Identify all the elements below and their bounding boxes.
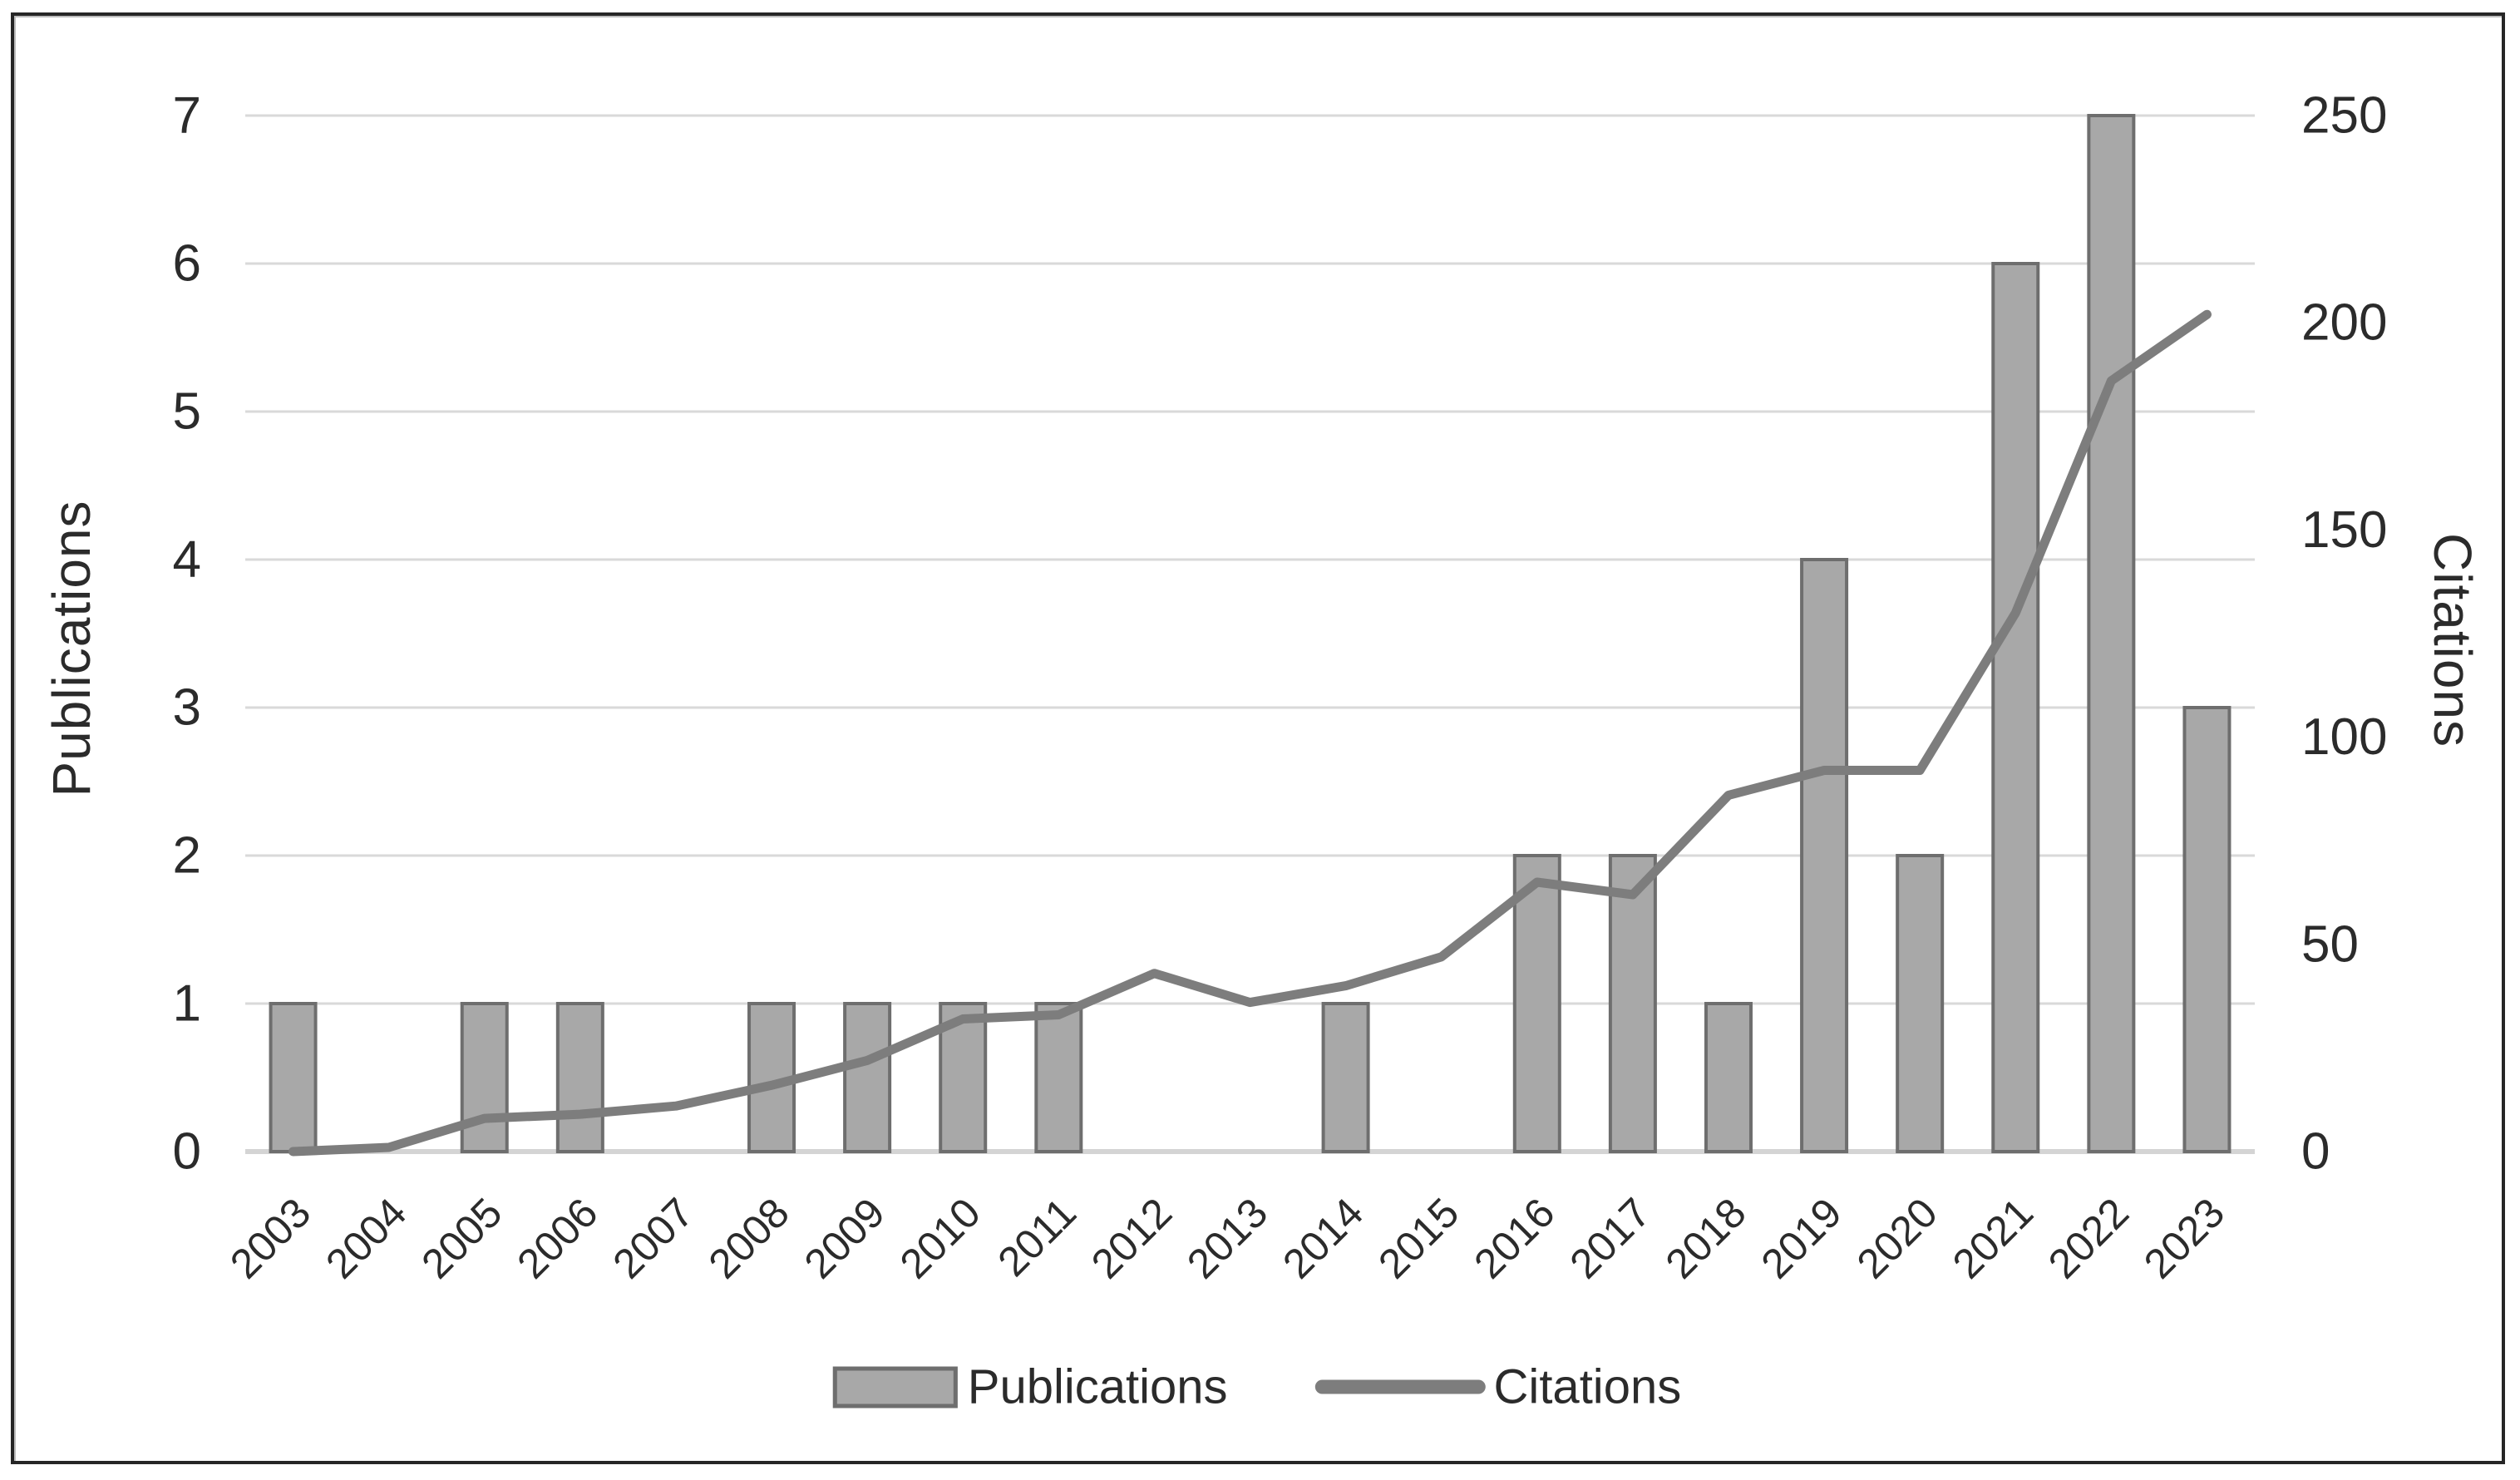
left-axis-title: Publications (42, 500, 101, 797)
bar-2009 (843, 1002, 892, 1153)
y-right-tick-label: 100 (2301, 708, 2387, 766)
y-left-tick-label: 6 (173, 235, 201, 293)
bar-2018 (1704, 1002, 1753, 1153)
right-axis-title: Citations (2423, 533, 2483, 747)
x-tick-label: 2005 (412, 1189, 510, 1287)
y-left-tick-label: 4 (173, 531, 201, 589)
x-tick-label: 2018 (1657, 1189, 1755, 1287)
x-tick-label: 2008 (700, 1189, 798, 1287)
figure-border-frame (11, 12, 2505, 1464)
legend-line-swatch-icon (1314, 1379, 1486, 1394)
bar-2022 (2087, 114, 2136, 1153)
x-tick-label: 2012 (1082, 1189, 1181, 1287)
x-tick-label: 2003 (221, 1189, 319, 1287)
legend-label-citations: Citations (1493, 1359, 1682, 1414)
legend-label-publications: Publications (967, 1359, 1228, 1414)
y-left-tick-label: 0 (173, 1123, 201, 1181)
bar-2017 (1608, 854, 1657, 1153)
y-left-tick-label: 3 (173, 679, 201, 737)
x-tick-label: 2020 (1848, 1189, 1946, 1287)
x-tick-label: 2017 (1561, 1189, 1659, 1287)
x-tick-label: 2004 (317, 1189, 415, 1287)
x-tick-label: 2006 (508, 1189, 606, 1287)
y-right-tick-label: 200 (2301, 294, 2387, 352)
x-tick-label: 2023 (2135, 1189, 2233, 1287)
bar-2005 (460, 1002, 509, 1153)
x-tick-label: 2010 (891, 1189, 989, 1287)
x-tick-label: 2019 (1753, 1189, 1851, 1287)
y-left-tick-label: 1 (173, 975, 201, 1033)
x-tick-label: 2009 (796, 1189, 894, 1287)
y-right-tick-label: 150 (2301, 501, 2387, 559)
legend-bar-swatch-icon (832, 1366, 958, 1408)
y-left-tick-label: 7 (173, 87, 201, 145)
bar-2023 (2182, 706, 2232, 1153)
x-tick-label: 2016 (1465, 1189, 1563, 1287)
bar-2006 (555, 1002, 604, 1153)
bar-2021 (1991, 262, 2040, 1153)
bar-2020 (1896, 854, 1945, 1153)
x-tick-label: 2022 (2039, 1189, 2138, 1287)
x-tick-label: 2013 (1178, 1189, 1276, 1287)
y-right-tick-label: 50 (2301, 915, 2359, 973)
bar-2003 (269, 1002, 318, 1153)
bar-2016 (1512, 854, 1561, 1153)
y-right-tick-label: 250 (2301, 87, 2387, 145)
legend: Publications Citations (832, 1359, 1682, 1415)
x-tick-label: 2007 (604, 1189, 702, 1287)
y-left-tick-label: 5 (173, 383, 201, 441)
x-tick-label: 2021 (1944, 1189, 2042, 1287)
y-right-tick-label: 0 (2301, 1123, 2330, 1181)
bar-2014 (1321, 1002, 1370, 1153)
x-tick-label: 2011 (989, 1189, 1085, 1285)
x-tick-label: 2015 (1369, 1189, 1467, 1287)
citations-line (288, 309, 2212, 1157)
bar-2019 (1800, 558, 1849, 1153)
y-left-tick-label: 2 (173, 827, 201, 885)
bar-2011 (1034, 1002, 1083, 1153)
x-tick-label: 2014 (1274, 1189, 1372, 1287)
